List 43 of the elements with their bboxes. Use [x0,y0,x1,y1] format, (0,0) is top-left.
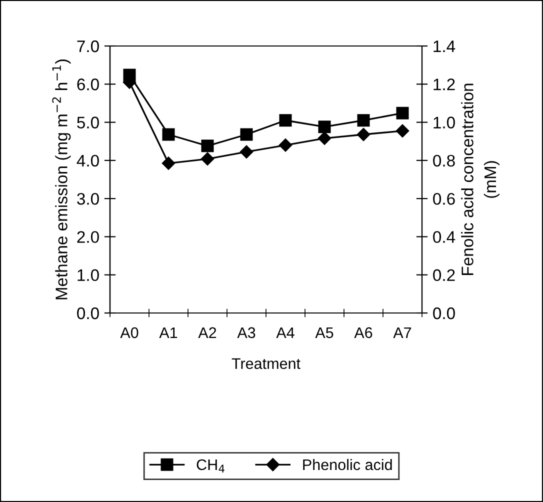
x-tick-label: A6 [354,327,372,338]
legend-label: Phenolic acid [303,458,392,470]
y2-tick-label: 0.0 [433,307,455,320]
x-tick-label: A0 [120,327,138,338]
point [201,140,214,152]
legend-label: CH$_{4}$ [196,459,224,472]
y-tick-label: 7.0 [77,40,99,52]
point [318,132,332,145]
point [356,128,370,142]
y2-axis-title: Fenolic acid concentration (mM) [461,84,500,275]
y-tick-label: 1.0 [78,269,99,282]
point [278,138,292,152]
x-axis-title: Treatment [232,358,300,370]
x-tick-label: A5 [315,327,334,338]
point [279,114,292,127]
y-tick-label: 2.0 [77,231,99,243]
y2-tick-label: 0.6 [433,192,455,205]
x-tick-label: A3 [237,327,256,338]
point [318,120,331,134]
y2-tick-label: 0.2 [433,269,455,282]
x-tick-label: A4 [276,327,294,338]
y2-tick-label: 1.0 [434,116,455,128]
point [162,156,176,170]
x-tick-label: A7 [393,327,412,338]
point [357,114,370,127]
y-tick-label: 4.0 [76,154,99,167]
point [240,128,253,141]
y2-tick-label: 1.2 [434,78,455,90]
point [200,152,214,166]
y2-tick-label: 1.4 [434,40,456,52]
x-tick-label: A1 [159,327,178,338]
y-tick-label: 5.0 [77,116,99,128]
point [396,124,410,138]
y2-tick-label: 0.8 [433,154,455,167]
point [396,106,409,120]
point [162,128,175,141]
y2-tick-label: 0.4 [433,231,456,243]
y-tick-label: 0.0 [77,307,99,320]
y-tick-label: 3.0 [77,192,99,205]
y-tick-label: 6.0 [77,78,99,90]
x-tick-label: A2 [198,327,216,338]
y-axis-title: Methane emission (mg m$^{−2}$ h$^{−1}$) [52,60,71,300]
point [240,145,254,158]
